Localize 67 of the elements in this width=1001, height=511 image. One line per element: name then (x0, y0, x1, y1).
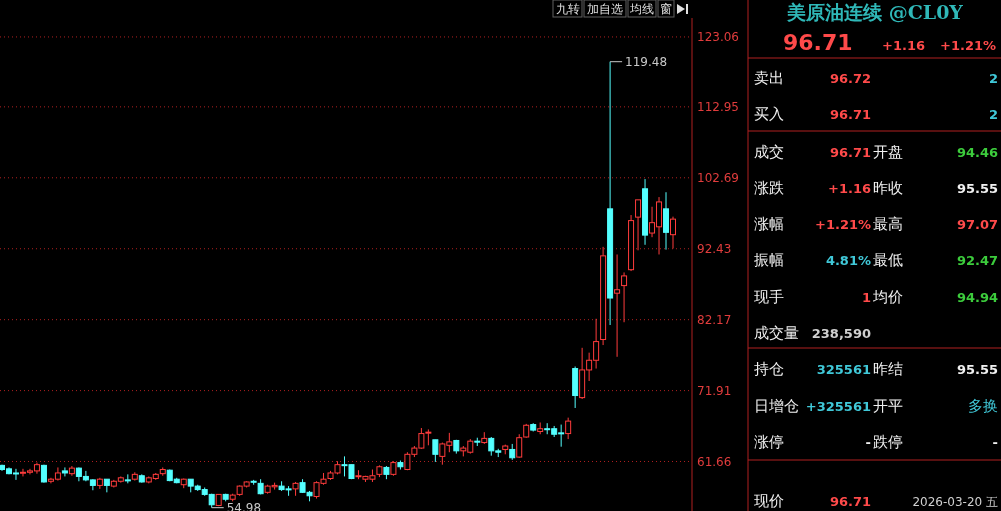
text: +1.16 (828, 181, 871, 196)
y-tick-label: 92.43 (697, 241, 732, 256)
text: 96.71 (783, 30, 853, 55)
text: 加自选 (587, 2, 623, 16)
text: 95.55 (956, 181, 998, 196)
text: - (865, 435, 871, 450)
text: 96.72 (829, 71, 871, 86)
text: 昨收 (873, 179, 903, 197)
text: 成交量 (754, 324, 799, 342)
text: 4.81% (825, 253, 871, 268)
text: 现手 (754, 288, 784, 306)
annotation: 119.48 (625, 54, 668, 69)
text: 跌停 (873, 433, 903, 451)
text: 96.71 (829, 145, 871, 160)
text: 美原油连续 @CL0Y (786, 1, 964, 23)
text: 96.71 (829, 107, 871, 122)
candlestick (565, 417, 572, 440)
text: 多换 (968, 397, 998, 415)
text: 均线 (629, 2, 654, 16)
candlestick (621, 271, 628, 323)
candlestick (614, 253, 621, 358)
text: 现价 (754, 492, 784, 510)
candlestick (670, 216, 676, 249)
y-tick-label: 112.95 (697, 100, 739, 115)
text: 买入 (754, 105, 784, 123)
text: 1 (861, 290, 871, 305)
text: 92.47 (956, 253, 998, 268)
text: 96.71 (829, 494, 871, 509)
candlestick (432, 439, 439, 463)
text: 2 (988, 107, 998, 122)
text: 卖出 (754, 69, 784, 87)
text: 97.07 (956, 217, 998, 232)
text: 最高 (873, 215, 903, 233)
candlestick (61, 466, 68, 477)
text: 日增仓 (754, 397, 799, 415)
text: 94.46 (956, 145, 998, 160)
text: 九转 (555, 2, 580, 16)
text: +1.21% (940, 38, 996, 53)
candlestick (635, 199, 642, 251)
text: 开盘 (873, 143, 903, 161)
text: 94.94 (956, 290, 998, 305)
text: 涨跌 (754, 179, 784, 197)
text: 成交 (754, 143, 784, 161)
text: 昨结 (873, 360, 903, 378)
text: - (992, 435, 998, 450)
text: +1.16 (882, 38, 925, 53)
text: 2 (988, 71, 998, 86)
text: 2026-03-20 五 (912, 495, 998, 509)
text: 均价 (872, 288, 903, 306)
candlestick (663, 191, 670, 251)
text: 开平 (873, 397, 903, 415)
text: 238,590 (811, 326, 871, 341)
text: 最低 (873, 251, 903, 269)
text: 95.55 (956, 362, 998, 377)
y-tick-label: 71.91 (697, 383, 732, 398)
text: 窗 (660, 2, 672, 16)
text: +325561 (805, 399, 871, 414)
text: 持仓 (754, 360, 784, 378)
text: 振幅 (754, 251, 784, 269)
y-tick-label: 102.69 (697, 170, 739, 185)
y-tick-label: 82.17 (697, 312, 732, 327)
text: 325561 (816, 362, 871, 377)
y-tick-label: 61.66 (697, 454, 732, 469)
y-tick-label: 123.06 (697, 30, 739, 45)
text: 涨停 (754, 433, 784, 451)
text: 涨幅 (754, 215, 784, 233)
text: +1.21% (815, 217, 871, 232)
